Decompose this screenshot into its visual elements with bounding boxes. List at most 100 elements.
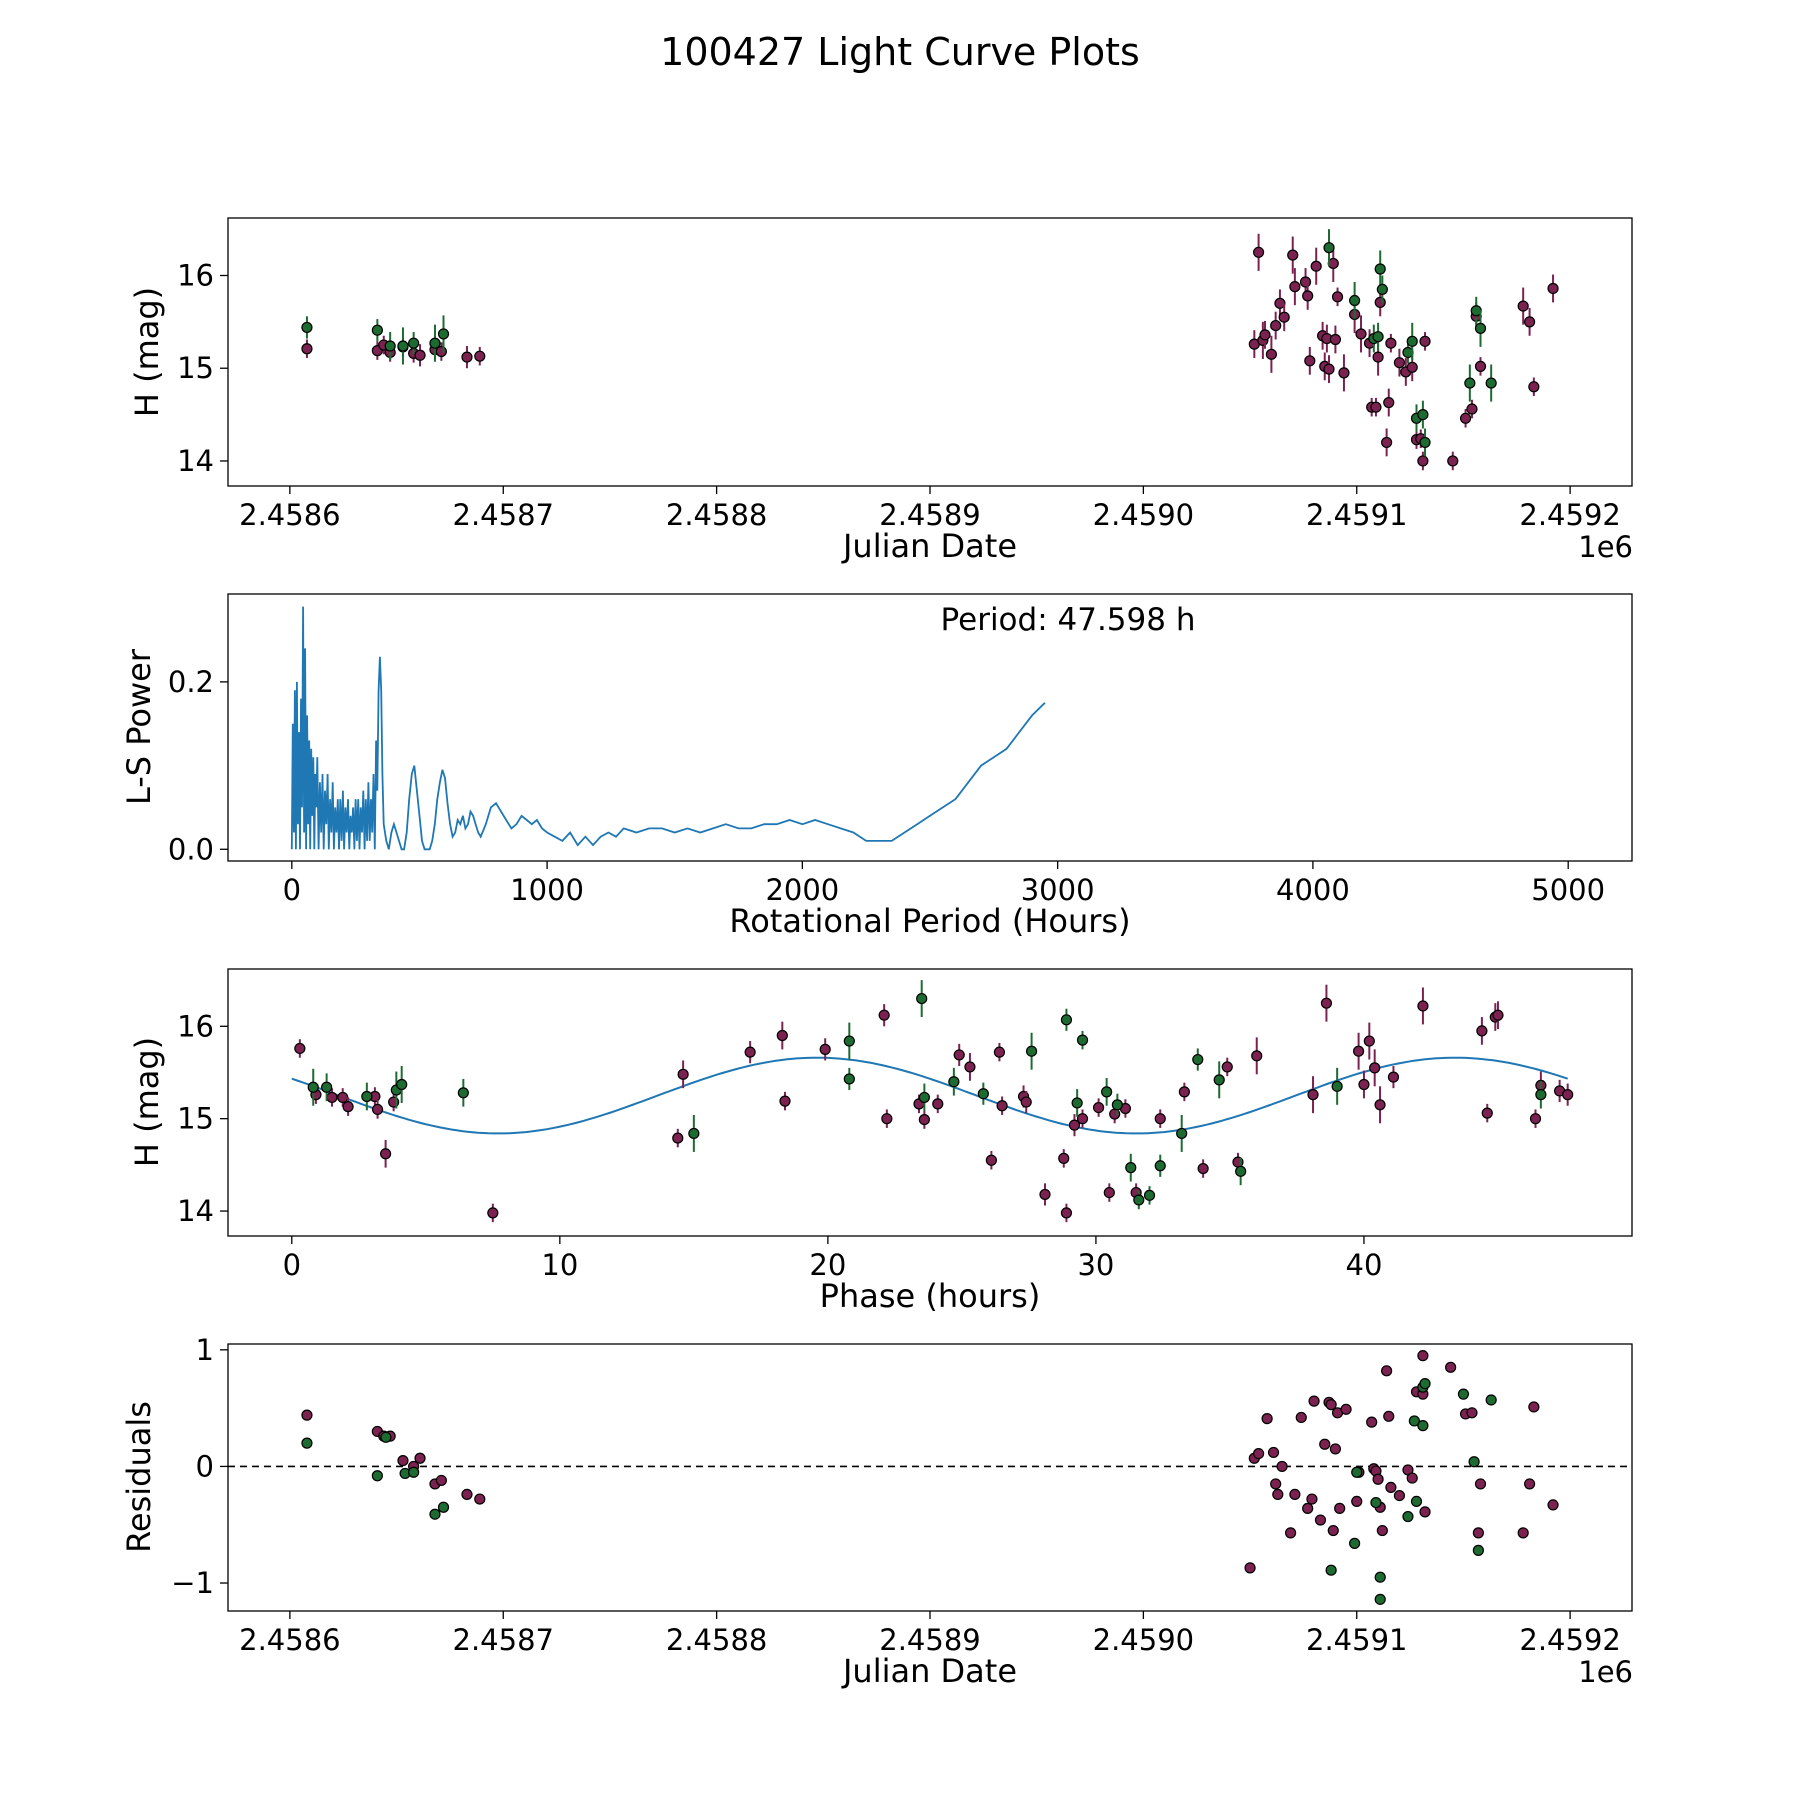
green-point <box>1417 1420 1429 1432</box>
magenta-point <box>414 349 426 361</box>
magenta-point <box>1466 403 1478 415</box>
magenta-point <box>1417 1000 1429 1012</box>
green-point <box>1133 1194 1145 1206</box>
green-point <box>1213 1074 1225 1086</box>
magenta-point <box>1547 1499 1559 1511</box>
magenta-point <box>1472 1527 1484 1539</box>
magenta-point <box>1092 1101 1105 1114</box>
green-point <box>1192 1053 1204 1066</box>
magenta-point <box>1267 1446 1280 1459</box>
magenta-point <box>1272 1488 1284 1501</box>
green-point <box>1535 1089 1547 1101</box>
green-point <box>1025 1045 1038 1057</box>
magenta-point <box>878 1009 890 1021</box>
green-point <box>371 324 383 336</box>
magenta-point <box>1334 1502 1346 1514</box>
green-point <box>371 1470 383 1482</box>
magenta-point <box>1474 1478 1487 1490</box>
green-point <box>1101 1086 1113 1098</box>
green-point <box>321 1081 333 1093</box>
green-point <box>977 1088 989 1100</box>
green-point <box>1323 242 1335 254</box>
magenta-point <box>1523 316 1536 328</box>
x-tick-label: 2.4592 <box>1519 498 1620 532</box>
magenta-point <box>1323 363 1335 375</box>
magenta-point <box>1562 1089 1574 1101</box>
magenta-point <box>1197 1162 1209 1175</box>
magenta-point <box>1383 396 1395 409</box>
green-point <box>1071 1097 1083 1109</box>
plot-frame <box>227 217 1633 487</box>
magenta-point <box>1295 1411 1307 1424</box>
magenta-point <box>1020 1096 1032 1108</box>
magenta-point <box>672 1132 684 1144</box>
magenta-point <box>1372 1473 1384 1485</box>
magenta-point <box>1419 335 1431 347</box>
y-tick-label: 0.2 <box>168 665 214 699</box>
x-tick-label: 2.4589 <box>879 498 980 532</box>
green-point <box>1325 1564 1337 1576</box>
magenta-point <box>1374 296 1386 308</box>
magenta-point <box>1068 1119 1081 1131</box>
green-point <box>1154 1160 1166 1172</box>
magenta-point <box>1278 311 1290 323</box>
green-point <box>396 1078 408 1091</box>
magenta-point <box>1406 1472 1418 1484</box>
magenta-point <box>1385 1481 1397 1494</box>
magenta-point <box>342 1101 354 1113</box>
green-point <box>384 340 396 352</box>
magenta-point <box>397 1454 409 1467</box>
panel1-xlabel: Julian Date <box>841 527 1017 565</box>
x-tick-label: 20 <box>809 1248 846 1282</box>
magenta-point <box>1381 436 1393 449</box>
magenta-point <box>1319 1438 1331 1450</box>
x-tick-label: 4000 <box>1276 873 1350 907</box>
plot-frame <box>227 968 1633 1237</box>
magenta-point <box>1529 1113 1542 1125</box>
x-tick-label: 2.4586 <box>239 498 340 532</box>
magenta-point <box>819 1043 831 1055</box>
magenta-point <box>1060 1207 1073 1219</box>
magenta-point <box>474 1493 486 1505</box>
magenta-point <box>1327 1524 1339 1537</box>
y-tick-label: 14 <box>177 444 214 478</box>
magenta-point <box>1385 337 1397 349</box>
magenta-point <box>1289 1488 1301 1501</box>
x-tick-label: 0 <box>283 1248 301 1282</box>
green-point <box>1417 408 1429 421</box>
magenta-point <box>1445 1361 1457 1373</box>
green-point <box>1457 1388 1470 1400</box>
green-point <box>916 992 928 1005</box>
magenta-point <box>1302 290 1314 302</box>
magenta-point <box>1329 1443 1342 1455</box>
residuals-panel: Julian Date Residuals 1e6 2.4586 2.4587 2.… <box>120 1333 1633 1690</box>
green-point <box>437 1501 450 1513</box>
green-point <box>1419 436 1431 449</box>
x-tick-label: 3000 <box>1021 873 1095 907</box>
magenta-point <box>1221 1061 1233 1073</box>
green-point <box>843 1073 855 1085</box>
magenta-point <box>1358 1078 1370 1091</box>
magenta-point <box>1366 1416 1378 1428</box>
magenta-point <box>1299 276 1312 288</box>
x-tick-label: 2.4587 <box>453 1623 554 1657</box>
magenta-point <box>779 1095 791 1107</box>
magenta-point <box>1039 1188 1051 1201</box>
green-point <box>1111 1099 1123 1111</box>
panel1-ylabel: H (mag) <box>128 287 166 417</box>
x-tick-label: 40 <box>1346 1248 1383 1282</box>
magenta-point <box>474 350 486 362</box>
magenta-point <box>1492 1009 1504 1021</box>
x-tick-label: 30 <box>1077 1248 1114 1282</box>
magenta-point <box>1270 1478 1282 1490</box>
green-point <box>1235 1165 1247 1177</box>
magenta-point <box>1517 300 1529 312</box>
green-point <box>1376 283 1388 296</box>
magenta-point <box>1265 348 1277 360</box>
magenta-point <box>964 1061 976 1073</box>
magenta-point <box>744 1046 756 1058</box>
magenta-point <box>1329 333 1342 346</box>
green-point <box>1408 1415 1420 1427</box>
magenta-point <box>1417 455 1429 467</box>
